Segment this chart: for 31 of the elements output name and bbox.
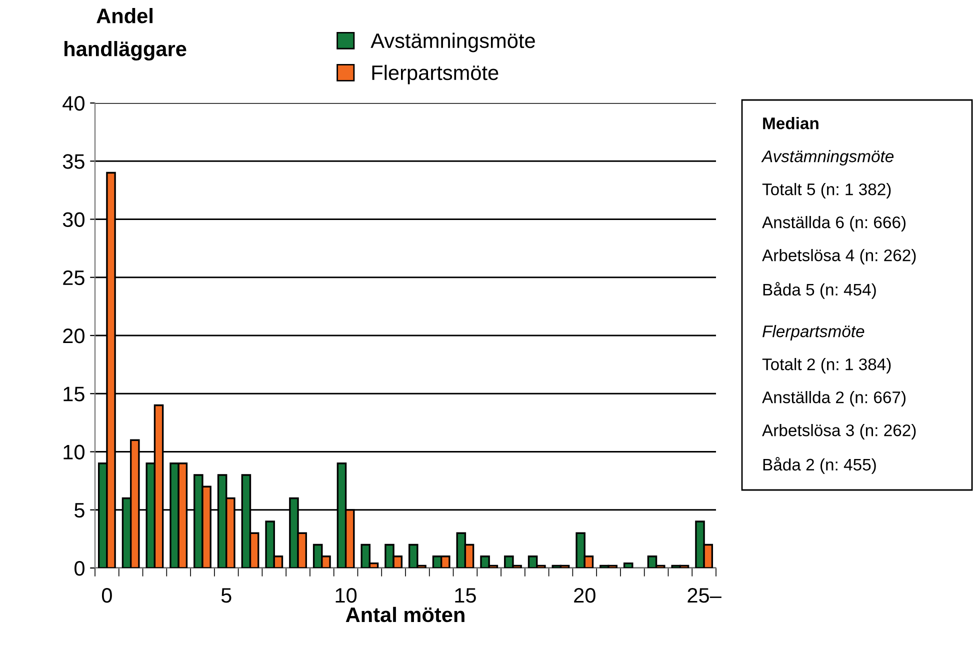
x-tick-label: 0: [102, 588, 112, 603]
text: Arbetslösa 3 (n: 262): [762, 424, 916, 440]
x-tick-label: 10: [336, 588, 357, 603]
y-tick-label: 25: [63, 270, 84, 286]
legend-label: Flerpartsmöte: [372, 64, 498, 84]
y-tick-label: 15: [64, 386, 84, 402]
x-tick-label: 25–: [688, 588, 722, 603]
y-tick-label: 35: [62, 154, 84, 169]
y-tick-label: 5: [74, 503, 84, 518]
text: Båda 5 (n: 454): [763, 282, 876, 299]
text: Median: [763, 117, 818, 130]
y-tick-label: 30: [62, 212, 84, 228]
text: Totalt 2 (n: 1 384): [762, 358, 891, 374]
x-axis-title: Antal möten: [346, 606, 464, 622]
text: Anställda 6 (n: 666): [762, 216, 906, 232]
x-tick-label: 20: [574, 588, 596, 603]
text: Arbetslösa 4 (n: 262): [762, 249, 916, 265]
y-axis-title: Andel handläggare: [64, 8, 186, 61]
text: Totalt 5 (n: 1 382): [762, 183, 891, 199]
text: Anställda 2 (n: 667): [762, 391, 906, 407]
x-tick-label: 5: [221, 588, 232, 603]
legend-label: Avstämningsmöte: [370, 32, 535, 52]
text: Avstämningsmöte: [761, 150, 894, 166]
y-tick-label: 20: [63, 328, 84, 344]
text: Flerpartsmöte: [762, 325, 864, 341]
bar: [623, 562, 634, 568]
y-tick-label: 40: [62, 96, 84, 111]
x-tick-label: 15: [455, 588, 476, 603]
y-tick-label: 10: [64, 444, 84, 460]
text: Båda 2 (n: 455): [763, 456, 876, 474]
y-tick-label: 0: [74, 561, 84, 576]
